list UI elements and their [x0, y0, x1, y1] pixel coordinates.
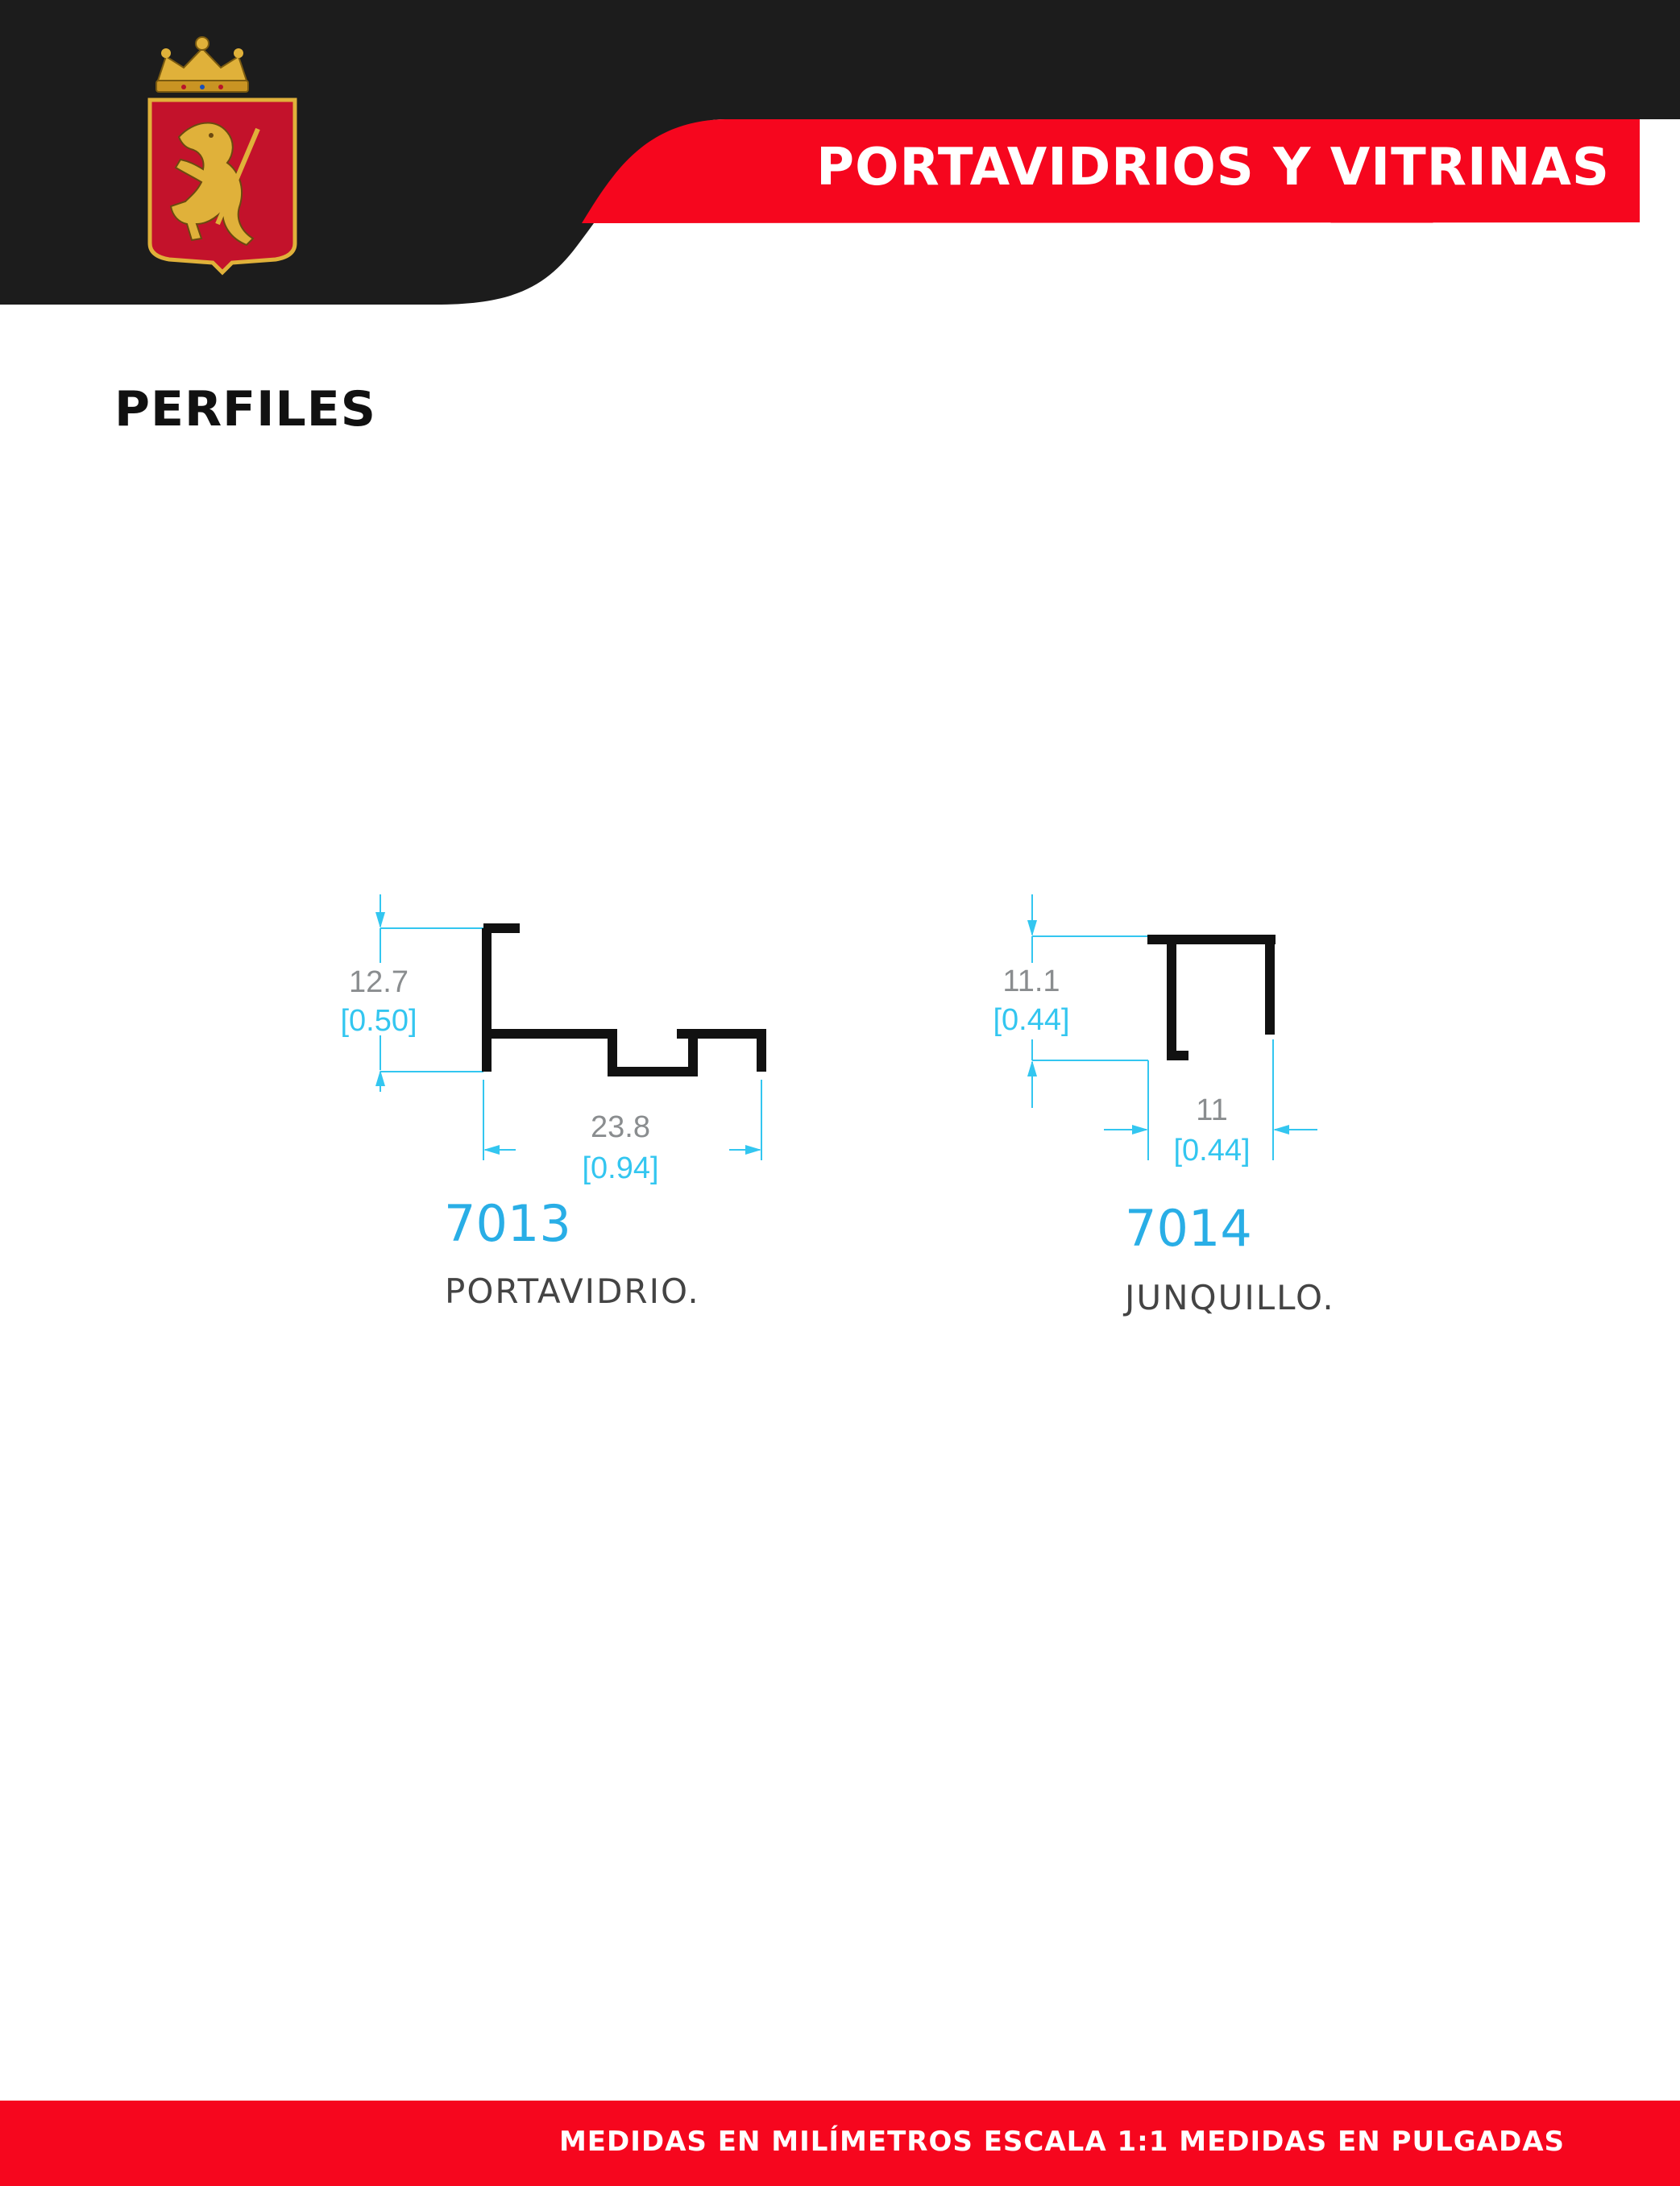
crowned-lion-coat-of-arms-icon — [147, 36, 297, 276]
profile-7014-width-in: [0.44] — [1173, 1134, 1251, 1168]
page-title: PORTAVIDRIOS Y VITRINAS — [816, 138, 1610, 197]
profile-7013-dimension-lines — [375, 894, 762, 1160]
profile-7013-name: PORTAVIDRIO. — [445, 1271, 700, 1311]
profile-7013-width-in: [0.94] — [582, 1151, 659, 1185]
footer-bar — [0, 2101, 1680, 2186]
profile-7014-width-mm: 11 — [1196, 1093, 1228, 1127]
profile-7014-code: 7014 — [1125, 1199, 1252, 1258]
header-red-ribbon — [582, 119, 1640, 223]
profile-7014-height-in: [0.44] — [993, 1003, 1070, 1037]
profile-7013-code: 7013 — [444, 1194, 571, 1253]
profile-7014-name: JUNQUILLO. — [1125, 1278, 1335, 1317]
profile-7013-width-mm: 23.8 — [591, 1110, 650, 1144]
header-dark-shape — [0, 0, 1680, 305]
header-banner — [0, 0, 1680, 314]
footer-text: MEDIDAS EN MILÍMETROS ESCALA 1:1 MEDIDAS… — [558, 2126, 1565, 2158]
profile-7014-shape — [1147, 935, 1276, 1060]
section-title: PERFILES — [114, 381, 376, 438]
profile-7013-height-in: [0.50] — [340, 1004, 417, 1038]
profile-7014-dimension-lines — [1027, 894, 1317, 1160]
profile-7013-shape — [482, 923, 766, 1076]
profile-7013-height-mm: 12.7 — [349, 965, 409, 999]
profile-7014-height-mm: 11.1 — [1002, 964, 1060, 998]
